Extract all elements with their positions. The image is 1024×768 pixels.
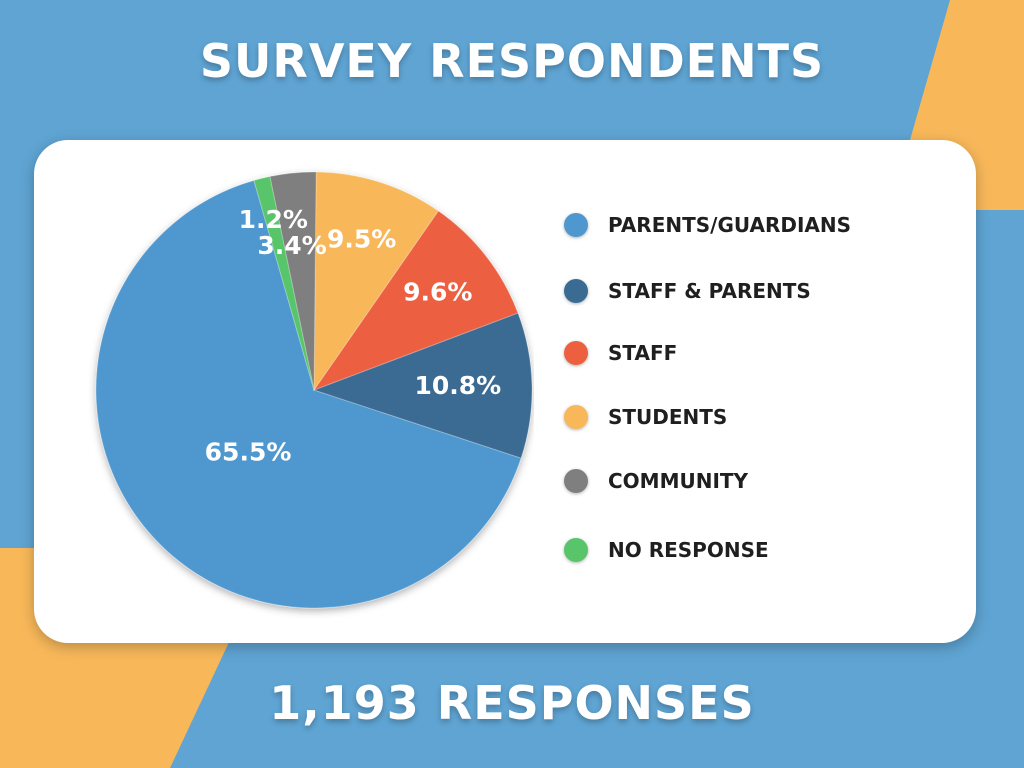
legend-label: NO RESPONSE [608, 538, 769, 562]
legend-item: STAFF & PARENTS [564, 276, 811, 306]
legend-swatch [564, 469, 588, 493]
legend-swatch [564, 405, 588, 429]
legend-label: STAFF & PARENTS [608, 279, 811, 303]
chart-card: 65.5% 10.8% 9.6% 9.5% 3.4% 1.2% PARENTS/GUARD… [34, 140, 976, 643]
pie-slice-students [313, 171, 439, 392]
pie-chart: 65.5% 10.8% 9.6%9.5%3.4%1.2% [95, 171, 533, 609]
legend-item: NO RESPONSE [564, 535, 769, 565]
total-responses: 1,193 RESPONSES [269, 676, 755, 730]
legend-label: PARENTS/GUARDIANS [608, 213, 852, 237]
slice-value-label: 10.8% [414, 371, 501, 400]
slice-value-label: 9.5% [327, 224, 396, 253]
page-title: SURVEY RESPONDENTS [199, 34, 825, 88]
legend-item: PARENTS/GUARDIANS [564, 210, 851, 240]
legend-swatch [564, 538, 588, 562]
legend-swatch [564, 213, 588, 237]
legend-swatch [564, 341, 588, 365]
pie-slice-staff [312, 210, 519, 392]
legend-label: COMMUNITY [608, 469, 749, 493]
pie-slice-no-response [253, 175, 315, 391]
legend-label: STAFF [608, 341, 678, 365]
legend-label: STUDENTS [608, 405, 728, 429]
slice-value-label: 9.6% [403, 277, 472, 306]
legend-swatch [564, 279, 588, 303]
legend-item: STAFF [564, 338, 677, 368]
slice-value-label: 1.2% [239, 205, 308, 234]
pie-slice-staff-parents [312, 312, 533, 459]
pie-slice-parents-guardians [95, 179, 522, 609]
slice-value-label: 3.4% [257, 231, 326, 260]
legend-item: STUDENTS [564, 402, 727, 432]
legend-item: COMMUNITY [564, 466, 748, 496]
slice-value-label: 65.5% [205, 437, 292, 466]
